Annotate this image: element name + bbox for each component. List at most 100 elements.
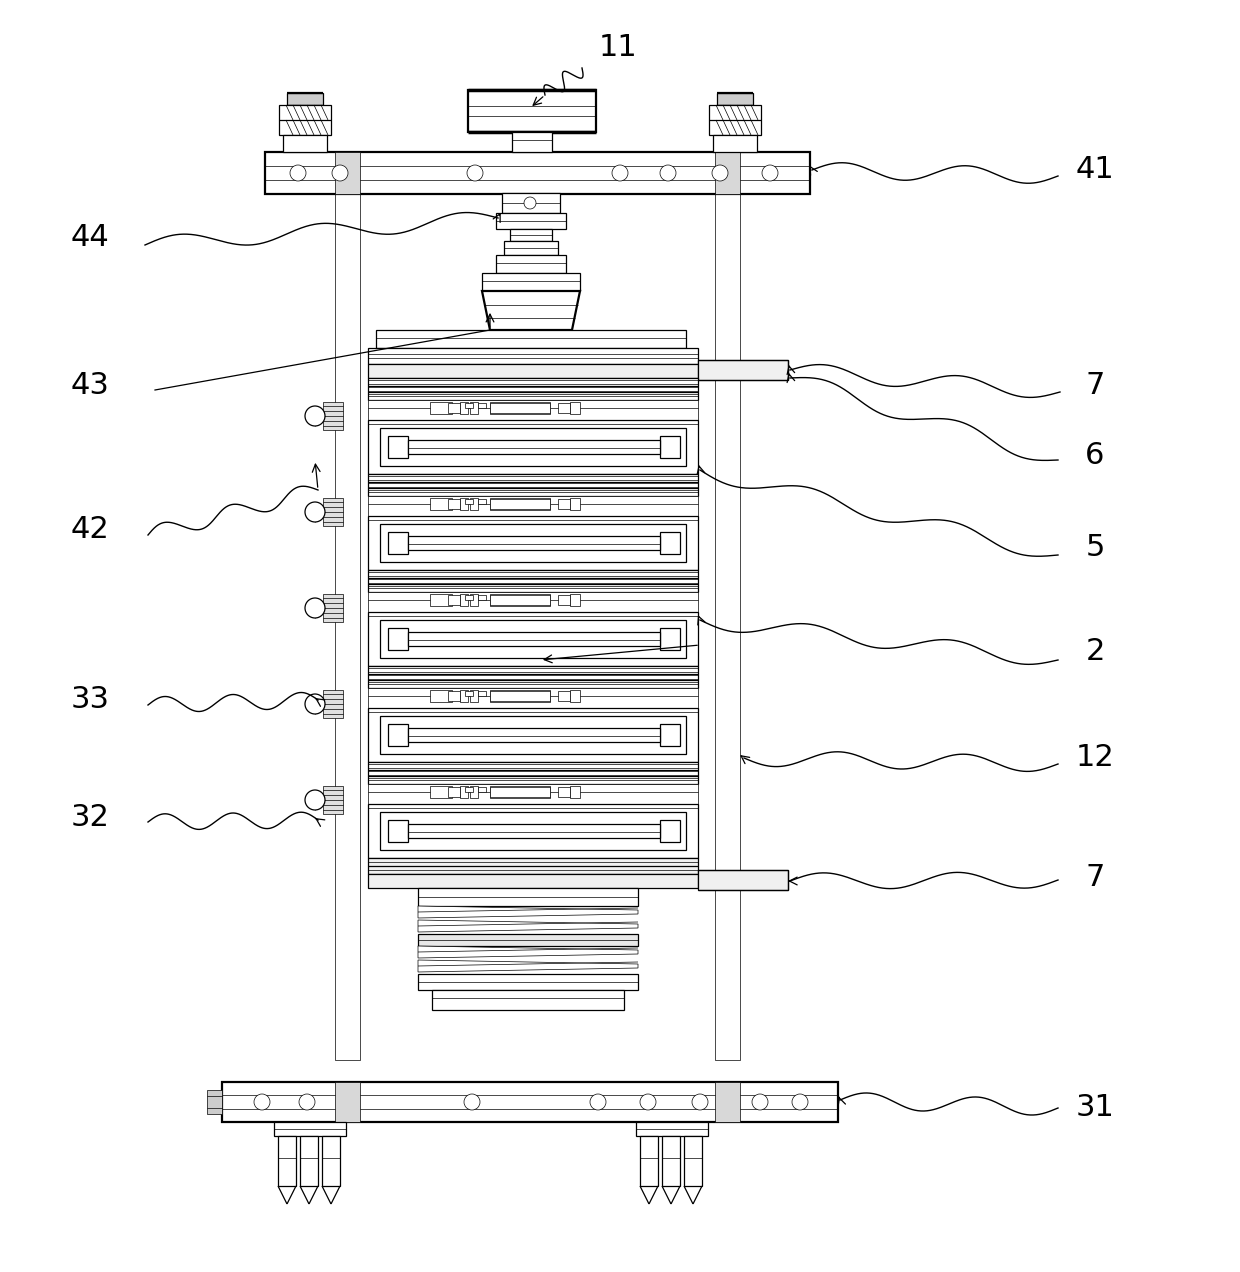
Bar bbox=[713, 135, 756, 151]
Circle shape bbox=[613, 165, 627, 181]
Bar bbox=[709, 106, 761, 135]
Bar bbox=[503, 240, 558, 254]
Bar bbox=[322, 786, 343, 814]
Bar bbox=[430, 594, 453, 605]
Bar bbox=[432, 990, 624, 1010]
Bar bbox=[490, 689, 551, 702]
Text: 32: 32 bbox=[71, 804, 109, 832]
Bar bbox=[477, 595, 486, 600]
Circle shape bbox=[692, 1094, 708, 1110]
Polygon shape bbox=[482, 291, 580, 329]
Bar bbox=[388, 724, 408, 745]
Circle shape bbox=[254, 1094, 270, 1110]
Bar bbox=[265, 151, 810, 195]
Bar bbox=[322, 1136, 340, 1186]
Bar bbox=[715, 1082, 740, 1122]
Bar bbox=[418, 974, 639, 990]
Bar bbox=[368, 496, 698, 516]
Text: 6: 6 bbox=[1085, 440, 1105, 469]
Bar bbox=[640, 1136, 658, 1186]
Bar bbox=[570, 786, 580, 798]
Bar bbox=[430, 689, 453, 702]
Bar bbox=[388, 436, 408, 458]
Circle shape bbox=[305, 790, 325, 810]
Bar bbox=[322, 499, 343, 527]
Bar bbox=[470, 689, 477, 702]
Bar bbox=[207, 1090, 222, 1114]
Bar bbox=[368, 688, 698, 709]
Polygon shape bbox=[418, 960, 639, 972]
Bar bbox=[490, 499, 551, 509]
Bar bbox=[490, 595, 551, 605]
Text: 2: 2 bbox=[1085, 637, 1105, 667]
Circle shape bbox=[305, 502, 325, 522]
Bar bbox=[477, 499, 486, 504]
Bar bbox=[460, 689, 467, 702]
Bar bbox=[558, 403, 570, 413]
Text: 33: 33 bbox=[71, 686, 109, 715]
Bar bbox=[465, 595, 472, 600]
Bar bbox=[558, 691, 570, 701]
Circle shape bbox=[660, 165, 676, 181]
Bar bbox=[418, 888, 639, 906]
Bar bbox=[379, 524, 686, 562]
Bar bbox=[470, 402, 477, 413]
Text: 43: 43 bbox=[71, 370, 109, 399]
Circle shape bbox=[290, 165, 306, 181]
Bar bbox=[636, 1122, 708, 1136]
Circle shape bbox=[305, 695, 325, 714]
Bar bbox=[388, 628, 408, 650]
Bar bbox=[510, 229, 552, 240]
Circle shape bbox=[305, 406, 325, 426]
Bar bbox=[490, 691, 551, 701]
Bar bbox=[222, 1082, 838, 1122]
Bar bbox=[502, 193, 560, 212]
Circle shape bbox=[640, 1094, 656, 1110]
Bar bbox=[490, 594, 551, 605]
Bar bbox=[698, 870, 787, 890]
Bar bbox=[274, 1122, 346, 1136]
Bar bbox=[379, 619, 686, 658]
Bar bbox=[477, 691, 486, 696]
Circle shape bbox=[299, 1094, 315, 1110]
Bar bbox=[368, 349, 698, 364]
Bar bbox=[368, 420, 698, 474]
Bar bbox=[490, 402, 551, 413]
Bar bbox=[368, 612, 698, 667]
Bar bbox=[368, 378, 698, 399]
Bar bbox=[335, 190, 360, 1060]
Bar bbox=[379, 427, 686, 466]
Bar bbox=[477, 403, 486, 408]
Bar bbox=[430, 402, 453, 413]
Bar bbox=[368, 667, 698, 688]
Bar bbox=[467, 90, 596, 132]
Bar bbox=[300, 1136, 317, 1186]
Bar bbox=[558, 499, 570, 509]
Text: 31: 31 bbox=[1075, 1094, 1115, 1122]
Bar bbox=[660, 532, 680, 555]
Bar bbox=[465, 403, 472, 408]
Circle shape bbox=[751, 1094, 768, 1110]
Bar bbox=[379, 716, 686, 754]
Bar bbox=[368, 570, 698, 591]
Circle shape bbox=[305, 598, 325, 618]
Bar bbox=[322, 689, 343, 717]
Bar bbox=[460, 786, 467, 798]
Text: 11: 11 bbox=[599, 33, 637, 62]
Bar bbox=[660, 628, 680, 650]
Bar bbox=[448, 787, 460, 798]
Bar bbox=[460, 499, 467, 510]
Bar bbox=[379, 812, 686, 850]
Bar bbox=[482, 273, 580, 291]
Bar bbox=[570, 594, 580, 605]
Bar bbox=[470, 499, 477, 510]
Bar bbox=[660, 436, 680, 458]
Bar bbox=[448, 499, 460, 509]
Bar bbox=[408, 824, 660, 838]
Bar bbox=[408, 728, 660, 742]
Bar bbox=[368, 784, 698, 804]
Bar bbox=[322, 594, 343, 622]
Bar bbox=[715, 151, 740, 195]
Bar bbox=[335, 1082, 360, 1122]
Bar bbox=[512, 132, 552, 151]
